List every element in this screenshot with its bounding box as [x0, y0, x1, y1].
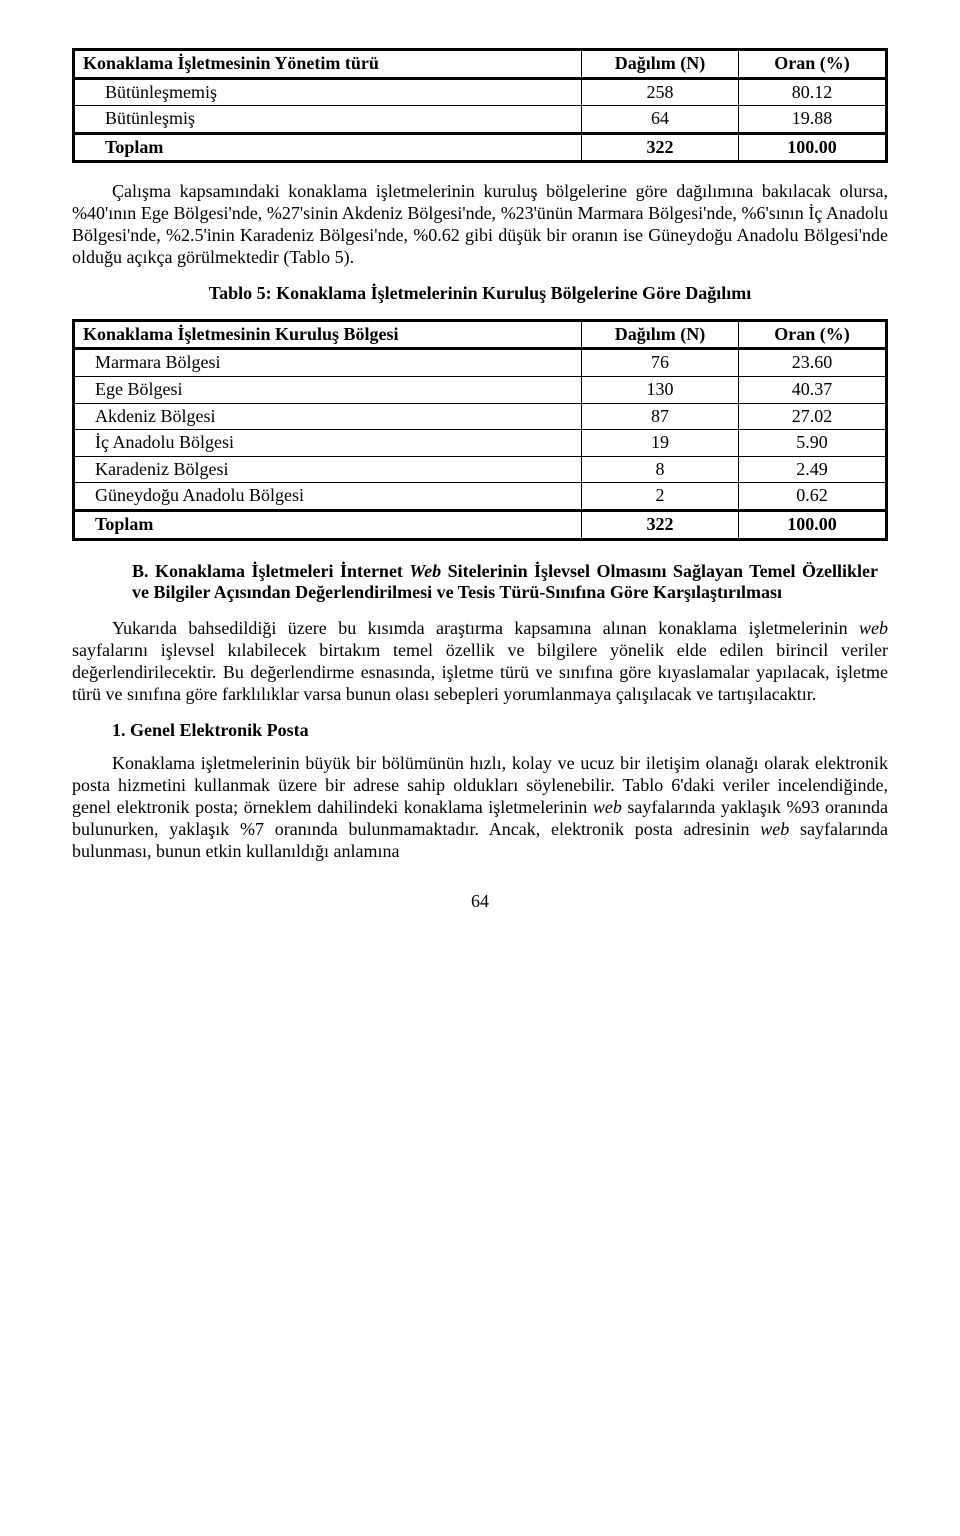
cell-n: 322: [582, 133, 739, 162]
table5-caption: Tablo 5: Konaklama İşletmelerinin Kurulu…: [72, 283, 888, 305]
cell-label: Güneydoğu Anadolu Bölgesi: [74, 483, 582, 511]
cell-label: Bütünleşmiş: [74, 106, 582, 134]
table-row: Bütünleşmiş 64 19.88: [74, 106, 887, 134]
cell-label: Toplam: [74, 133, 582, 162]
cell-n: 64: [582, 106, 739, 134]
cell-n: 87: [582, 403, 739, 430]
table-row: Ege Bölgesi 130 40.37: [74, 376, 887, 403]
cell-n: 258: [582, 78, 739, 106]
paragraph-2: Yukarıda bahsedildiği üzere bu kısımda a…: [72, 618, 888, 706]
paragraph-1: Çalışma kapsamındaki konaklama işletmele…: [72, 181, 888, 269]
page-number: 64: [72, 891, 888, 913]
col-header-n: Dağılım (N): [582, 320, 739, 349]
table-row: Akdeniz Bölgesi 87 27.02: [74, 403, 887, 430]
table-row: Güneydoğu Anadolu Bölgesi 2 0.62: [74, 483, 887, 511]
cell-pct: 100.00: [739, 510, 887, 539]
cell-label: Bütünleşmemiş: [74, 78, 582, 106]
cell-pct: 23.60: [739, 349, 887, 377]
table-row: Karadeniz Bölgesi 8 2.49: [74, 456, 887, 483]
cell-pct: 19.88: [739, 106, 887, 134]
cell-label: Toplam: [74, 510, 582, 539]
cell-label: Marmara Bölgesi: [74, 349, 582, 377]
table-row: Marmara Bölgesi 76 23.60: [74, 349, 887, 377]
table-row-total: Toplam 322 100.00: [74, 510, 887, 539]
cell-pct: 0.62: [739, 483, 887, 511]
cell-label: Karadeniz Bölgesi: [74, 456, 582, 483]
cell-pct: 5.90: [739, 430, 887, 457]
cell-n: 76: [582, 349, 739, 377]
cell-label: Ege Bölgesi: [74, 376, 582, 403]
cell-n: 322: [582, 510, 739, 539]
cell-n: 8: [582, 456, 739, 483]
section-b-title: Konaklama İşletmeleri İnternet Web Sitel…: [132, 561, 878, 603]
col-header-pct: Oran (%): [739, 320, 887, 349]
cell-label: Akdeniz Bölgesi: [74, 403, 582, 430]
cell-n: 2: [582, 483, 739, 511]
table-region: Konaklama İşletmesinin Kuruluş Bölgesi D…: [72, 319, 888, 541]
cell-label: İç Anadolu Bölgesi: [74, 430, 582, 457]
paragraph-3: Konaklama işletmelerinin büyük bir bölüm…: [72, 753, 888, 863]
cell-n: 130: [582, 376, 739, 403]
subsection-1-heading: 1. Genel Elektronik Posta: [72, 720, 888, 742]
col-header-region: Konaklama İşletmesinin Kuruluş Bölgesi: [74, 320, 582, 349]
table-row: Bütünleşmemiş 258 80.12: [74, 78, 887, 106]
col-header-n: Dağılım (N): [582, 50, 739, 79]
cell-pct: 80.12: [739, 78, 887, 106]
col-header-type: Konaklama İşletmesinin Yönetim türü: [74, 50, 582, 79]
col-header-pct: Oran (%): [739, 50, 887, 79]
table-row: İç Anadolu Bölgesi 19 5.90: [74, 430, 887, 457]
section-b-prefix: B.: [132, 561, 149, 581]
table-header-row: Konaklama İşletmesinin Kuruluş Bölgesi D…: [74, 320, 887, 349]
table-management-type: Konaklama İşletmesinin Yönetim türü Dağı…: [72, 48, 888, 163]
cell-pct: 27.02: [739, 403, 887, 430]
cell-n: 19: [582, 430, 739, 457]
cell-pct: 100.00: [739, 133, 887, 162]
section-b-heading: B. Konaklama İşletmeleri İnternet Web Si…: [132, 561, 888, 604]
cell-pct: 40.37: [739, 376, 887, 403]
table-row-total: Toplam 322 100.00: [74, 133, 887, 162]
cell-pct: 2.49: [739, 456, 887, 483]
table-header-row: Konaklama İşletmesinin Yönetim türü Dağı…: [74, 50, 887, 79]
